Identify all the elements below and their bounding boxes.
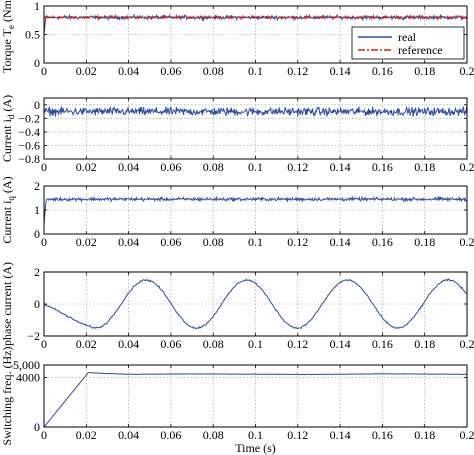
plot-area	[44, 98, 467, 159]
y-axis-label: Torque Te (Nm)	[0, 0, 16, 73]
y-tick-label: −0.2	[18, 111, 40, 125]
panel-switching: 0 0.02 0.04 0.06 0.08 0.1 0.12 0.14 0.16 0.18 0.2 0…	[0, 347, 474, 455]
x-tick-label: 0.14	[330, 64, 351, 78]
x-tick-label: 0.04	[118, 235, 139, 249]
x-tick-label: 0.12	[287, 160, 308, 174]
y-tick-label: −0.4	[18, 125, 40, 139]
x-tick-label: 0	[41, 64, 47, 78]
x-tick-label: 0	[41, 337, 47, 351]
x-tick-label: 0.2	[460, 428, 474, 442]
x-tick-label: 0.16	[372, 160, 393, 174]
x-tick-label: 0.06	[160, 64, 181, 78]
series-line-iq-current	[44, 195, 467, 225]
x-tick-label: 0.02	[76, 160, 97, 174]
x-tick-label: 0.12	[287, 64, 308, 78]
y-tick-label: 0	[34, 297, 40, 311]
x-tick-label: 0.18	[414, 160, 435, 174]
y-tick-label: 1	[34, 0, 40, 13]
panel-phase-current: 0 0.02 0.04 0.06 0.08 0.1 0.12 0.14 0.16 0.18 0.2 2…	[0, 262, 474, 351]
y-tick-label: 2	[34, 265, 40, 279]
x-tick-label: 0.06	[160, 428, 181, 442]
x-tick-label: 0	[41, 428, 47, 442]
x-tick-label: 0.02	[76, 428, 97, 442]
x-tick-label: 0.08	[203, 64, 224, 78]
x-tick-label: 0.16	[372, 337, 393, 351]
legend-label: reference	[398, 43, 443, 57]
x-tick-label: 0.04	[118, 160, 139, 174]
x-tick-label: 0.14	[330, 428, 351, 442]
x-tick-label: 0.12	[287, 235, 308, 249]
series-line-phase-current	[44, 278, 467, 330]
x-tick-label: 0.16	[372, 428, 393, 442]
x-tick-label: 0.14	[330, 160, 351, 174]
y-tick-label: 5,000	[13, 358, 40, 372]
series-line-switching	[44, 371, 467, 427]
y-axis-label: Current iq (A)	[0, 176, 16, 243]
y-tick-label: 4000	[16, 370, 40, 384]
y-tick-label: −0.6	[18, 138, 40, 152]
y-tick-label: 0	[34, 420, 40, 434]
x-tick-label: 0.1	[248, 428, 263, 442]
x-tick-label: 0.2	[460, 160, 474, 174]
x-tick-label: 0.18	[414, 337, 435, 351]
x-tick-label: 0.18	[414, 428, 435, 442]
x-tick-label: 0.04	[118, 337, 139, 351]
series-line-id-current	[44, 105, 467, 118]
y-axis-label: Switching freq. (Hz)	[0, 347, 14, 446]
x-tick-label: 0.18	[414, 64, 435, 78]
x-axis-label: Time (s)	[235, 441, 276, 455]
x-tick-label: 0.08	[203, 160, 224, 174]
y-axis-label: Current id (A)	[0, 95, 16, 162]
x-tick-label: 0.1	[248, 235, 263, 249]
x-tick-label: 0.1	[248, 160, 263, 174]
y-tick-label: −2	[27, 329, 40, 343]
x-tick-label: 0.12	[287, 337, 308, 351]
x-tick-label: 0.02	[76, 64, 97, 78]
x-tick-label: 0.08	[203, 428, 224, 442]
x-tick-label: 0.14	[330, 235, 351, 249]
x-tick-label: 0.02	[76, 337, 97, 351]
x-tick-label: 0.1	[248, 337, 263, 351]
panel-torque: 0 0.02 0.04 0.06 0.08 0.1 0.12 0.14 0.16 0.18 0.2 0…	[0, 0, 474, 78]
x-tick-label: 0.06	[160, 337, 181, 351]
y-tick-label: 0.5	[25, 28, 40, 42]
y-tick-label: 0	[34, 98, 40, 112]
y-tick-label: 2	[34, 179, 40, 193]
x-tick-label: 0.2	[460, 64, 474, 78]
x-tick-label: 0.08	[203, 235, 224, 249]
legend-box	[351, 26, 465, 60]
y-tick-label: 0	[34, 227, 40, 241]
legend-label: real	[398, 30, 417, 44]
x-tick-label: 0.04	[118, 64, 139, 78]
x-tick-label: 0.14	[330, 337, 351, 351]
x-tick-label: 0.18	[414, 235, 435, 249]
x-tick-label: 0.12	[287, 428, 308, 442]
y-tick-label: 0	[34, 56, 40, 70]
x-tick-label: 0.16	[372, 64, 393, 78]
x-tick-label: 0.06	[160, 160, 181, 174]
x-tick-label: 0.04	[118, 428, 139, 442]
y-tick-label: 1	[34, 203, 40, 217]
x-tick-label: 0	[41, 235, 47, 249]
panel-id-current: 0 0.02 0.04 0.06 0.08 0.1 0.12 0.14 0.16 0.18 0.2 0…	[0, 95, 474, 174]
x-tick-label: 0	[41, 160, 47, 174]
y-axis-label: phase current (A)	[0, 262, 14, 346]
x-tick-label: 0.2	[460, 337, 474, 351]
x-tick-label: 0.08	[203, 337, 224, 351]
x-tick-label: 0.02	[76, 235, 97, 249]
plot-area	[44, 365, 467, 427]
x-tick-label: 0.06	[160, 235, 181, 249]
x-tick-label: 0.16	[372, 235, 393, 249]
x-tick-label: 0.1	[248, 64, 263, 78]
x-tick-label: 0.2	[460, 235, 474, 249]
y-tick-label: −0.8	[18, 152, 40, 166]
panel-iq-current: 0 0.02 0.04 0.06 0.08 0.1 0.12 0.14 0.16 0.18 0.2 0…	[0, 176, 474, 249]
